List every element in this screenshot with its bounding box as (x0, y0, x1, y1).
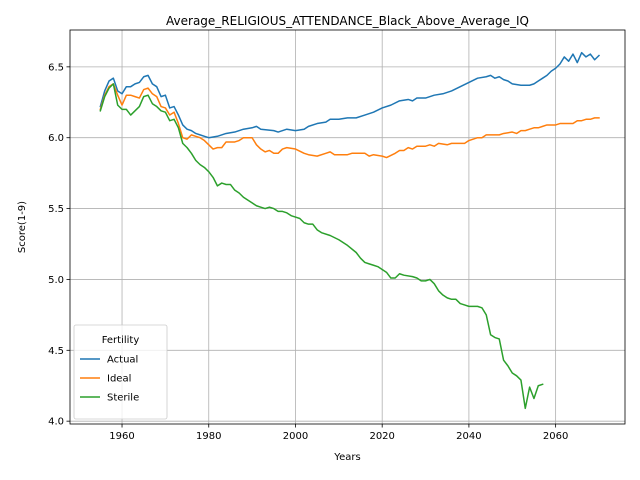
legend-label-sterile: Sterile (107, 393, 139, 404)
x-tick-label: 1960 (109, 431, 134, 442)
y-tick-label: 5.0 (48, 275, 64, 286)
y-tick-label: 5.5 (48, 204, 64, 215)
y-tick-label: 4.5 (48, 346, 64, 357)
y-tick-label: 6.0 (48, 133, 64, 144)
x-tick-label: 1980 (196, 431, 221, 442)
plot-frame (69, 29, 626, 425)
legend-items: Actual Ideal Sterile (80, 355, 139, 404)
series-lines (99, 51, 601, 410)
series-line-actual (99, 51, 601, 139)
x-tick-label: 2060 (543, 431, 568, 442)
x-tick-label: 2040 (456, 431, 481, 442)
y-tick-label: 4.0 (48, 417, 64, 428)
chart-title: Average_RELIGIOUS_ATTENDANCE_Black_Above… (166, 14, 529, 28)
series-line-sterile (99, 83, 544, 410)
x-tick-label: 2000 (283, 431, 308, 442)
x-tick-label: 2020 (369, 431, 394, 442)
legend-title: Fertility (102, 335, 140, 346)
x-axis-label: Years (333, 452, 360, 463)
y-axis-label: Score(1-9) (17, 201, 28, 253)
axis-ticks: 1960 1980 2000 2020 2040 2060 4.0 4.5 5.0 5.5 6.0 6… (48, 62, 568, 442)
y-tick-label: 6.5 (48, 62, 64, 73)
legend-box (73, 324, 168, 420)
legend-label-ideal: Ideal (107, 374, 131, 385)
series-line-ideal (99, 83, 600, 159)
legend-label-actual: Actual (107, 355, 138, 366)
legend: Fertility Actual Ideal Sterile (73, 324, 168, 420)
